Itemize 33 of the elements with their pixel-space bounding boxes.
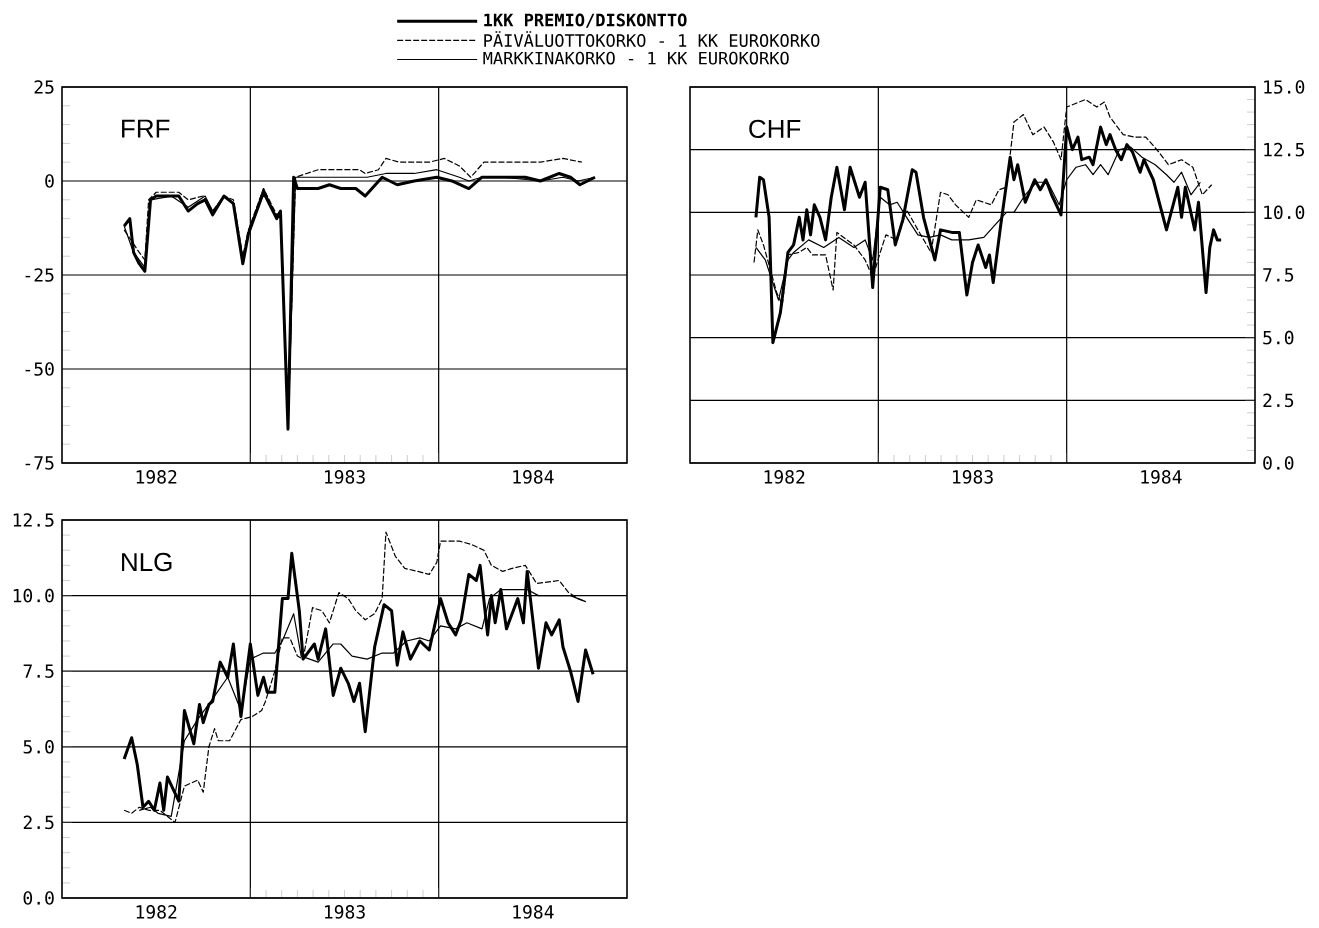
y2-tick-label: 15.0 [1264,80,1305,94]
y-tick-label: 10.0 [13,588,54,603]
y2-tick-label: 2.5 [1263,393,1294,408]
y-tick-label: -25 [25,268,54,282]
legend-label: MARKKINAKORKO - 1 KK EUROKORKO [483,51,789,65]
y2-tick-label: 12.5 [1264,142,1304,157]
x-tick-label: 1982 [136,470,177,484]
y-tick-label: -75 [25,456,54,470]
y-tick-label: 2.5 [23,815,54,830]
x-tick-label: 1983 [324,905,365,919]
legend-label: 1KK PREMIO/DISKONTTO [484,13,687,28]
y-tick-label: 12.5 [13,513,54,527]
y-tick-label: 0 [45,174,54,188]
y-tick-label: 0.0 [23,891,54,905]
y-tick-label: 7.5 [23,664,54,678]
text: FRF [122,119,170,138]
y-tick-label: -50 [25,362,54,376]
y2-tick-label: 5.0 [1263,330,1294,345]
x-tick-label: 1982 [136,905,177,919]
y2-tick-label: 10.0 [1264,205,1305,220]
x-tick-label: 1984 [513,905,554,919]
text: CHF [749,119,801,139]
legend-label: PÄIVÄLUOTTOKORKO - 1 KK EUROKORKO [484,31,820,47]
y-tick-label: 25 [34,80,54,94]
x-tick-label: 1982 [764,470,805,484]
y2-tick-label: 7.5 [1263,268,1294,282]
x-tick-label: 1983 [324,470,365,484]
text: NLG [122,552,172,572]
y-tick-label: 5.0 [23,739,54,754]
y2-tick-label: 0.0 [1263,456,1294,470]
x-tick-label: 1984 [513,470,554,484]
x-tick-label: 1983 [953,470,993,484]
x-tick-label: 1984 [1141,470,1182,484]
